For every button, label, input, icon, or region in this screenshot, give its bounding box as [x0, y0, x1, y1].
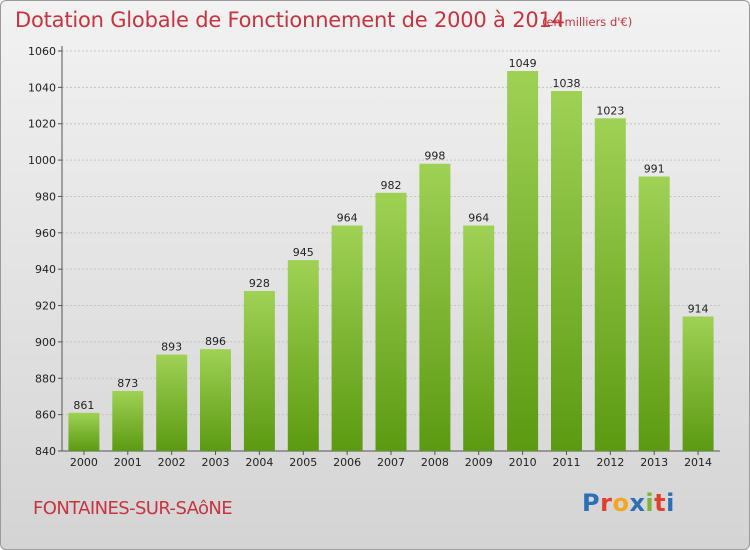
bar	[112, 391, 144, 451]
value-label: 1049	[509, 57, 537, 70]
bar	[638, 176, 670, 451]
value-label: 893	[161, 341, 182, 354]
y-tick-label: 840	[35, 445, 56, 458]
logo-letter: t	[654, 489, 667, 517]
logo-letter: i	[666, 489, 675, 517]
bar	[287, 260, 319, 451]
y-tick-label: 1020	[28, 118, 56, 131]
x-tick-label: 2009	[465, 456, 493, 469]
y-tick-label: 1040	[28, 81, 56, 94]
value-label: 914	[688, 302, 709, 315]
bar	[682, 316, 714, 451]
value-label: 928	[249, 277, 270, 290]
bar	[507, 71, 539, 451]
value-label: 945	[293, 246, 314, 259]
x-tick-label: 2004	[245, 456, 273, 469]
x-tick-label: 2010	[509, 456, 537, 469]
y-tick-label: 1060	[28, 45, 56, 58]
y-tick-labels: 840 860 880 900 920 940 960 980 1000 1020 1040 1060	[28, 45, 56, 458]
x-tick-labels: 2000 2001 2002 2003 2004 2005 2006 2007 2008 2009…	[70, 456, 712, 469]
y-tick-label: 920	[35, 300, 56, 313]
x-tick-label: 2012	[596, 456, 624, 469]
value-labels: 861 873 893 896 928 945 964 982 998 964 1049 1038 10…	[73, 57, 708, 412]
x-tick-label: 2013	[640, 456, 668, 469]
bar	[463, 225, 495, 451]
logo-letter: P	[582, 489, 601, 517]
x-tick-label: 2006	[333, 456, 361, 469]
chart-unit: (en milliers d'€)	[542, 15, 633, 29]
bar	[243, 291, 275, 451]
logo-letter: x	[629, 489, 646, 517]
y-tick-label: 940	[35, 263, 56, 276]
value-label: 861	[73, 399, 94, 412]
x-tick-label: 2001	[114, 456, 142, 469]
x-tick-label: 2008	[421, 456, 449, 469]
bar	[68, 412, 100, 451]
bar	[551, 91, 582, 451]
value-label: 964	[337, 212, 358, 225]
commune-name: FONTAINES-SUR-SAôNE	[33, 498, 233, 519]
y-tick-label: 880	[35, 372, 56, 385]
bar	[375, 192, 407, 452]
value-label: 998	[424, 150, 445, 163]
y-tick-label: 980	[35, 190, 56, 203]
bar	[156, 354, 188, 451]
bar	[594, 118, 626, 452]
logo-letter: r	[600, 489, 613, 517]
x-tick-label: 2007	[377, 456, 405, 469]
x-tick-label: 2000	[70, 456, 98, 469]
y-tick-label: 900	[35, 336, 56, 349]
value-label: 964	[468, 212, 489, 225]
bar	[331, 225, 363, 451]
value-label: 896	[205, 335, 226, 348]
proxiti-logo[interactable]: Proxiti	[582, 489, 675, 517]
y-tick-label: 960	[35, 227, 56, 240]
value-label: 982	[381, 179, 402, 192]
chart-title: Dotation Globale de Fonctionnement de 20…	[15, 8, 565, 32]
x-tick-label: 2005	[289, 456, 317, 469]
bar	[419, 163, 451, 451]
y-tick-label: 1000	[28, 154, 56, 167]
x-tick-label: 2011	[552, 456, 580, 469]
value-label: 1023	[596, 104, 624, 117]
bars	[68, 71, 714, 452]
value-label: 1038	[552, 77, 580, 90]
x-tick-label: 2014	[684, 456, 712, 469]
logo-letter: o	[612, 489, 630, 517]
x-tick-label: 2003	[202, 456, 230, 469]
x-tick-label: 2002	[158, 456, 186, 469]
logo-letter: i	[645, 489, 655, 517]
bar	[200, 349, 231, 451]
value-label: 991	[644, 162, 665, 175]
y-tick-label: 860	[35, 409, 56, 422]
value-label: 873	[117, 377, 138, 390]
